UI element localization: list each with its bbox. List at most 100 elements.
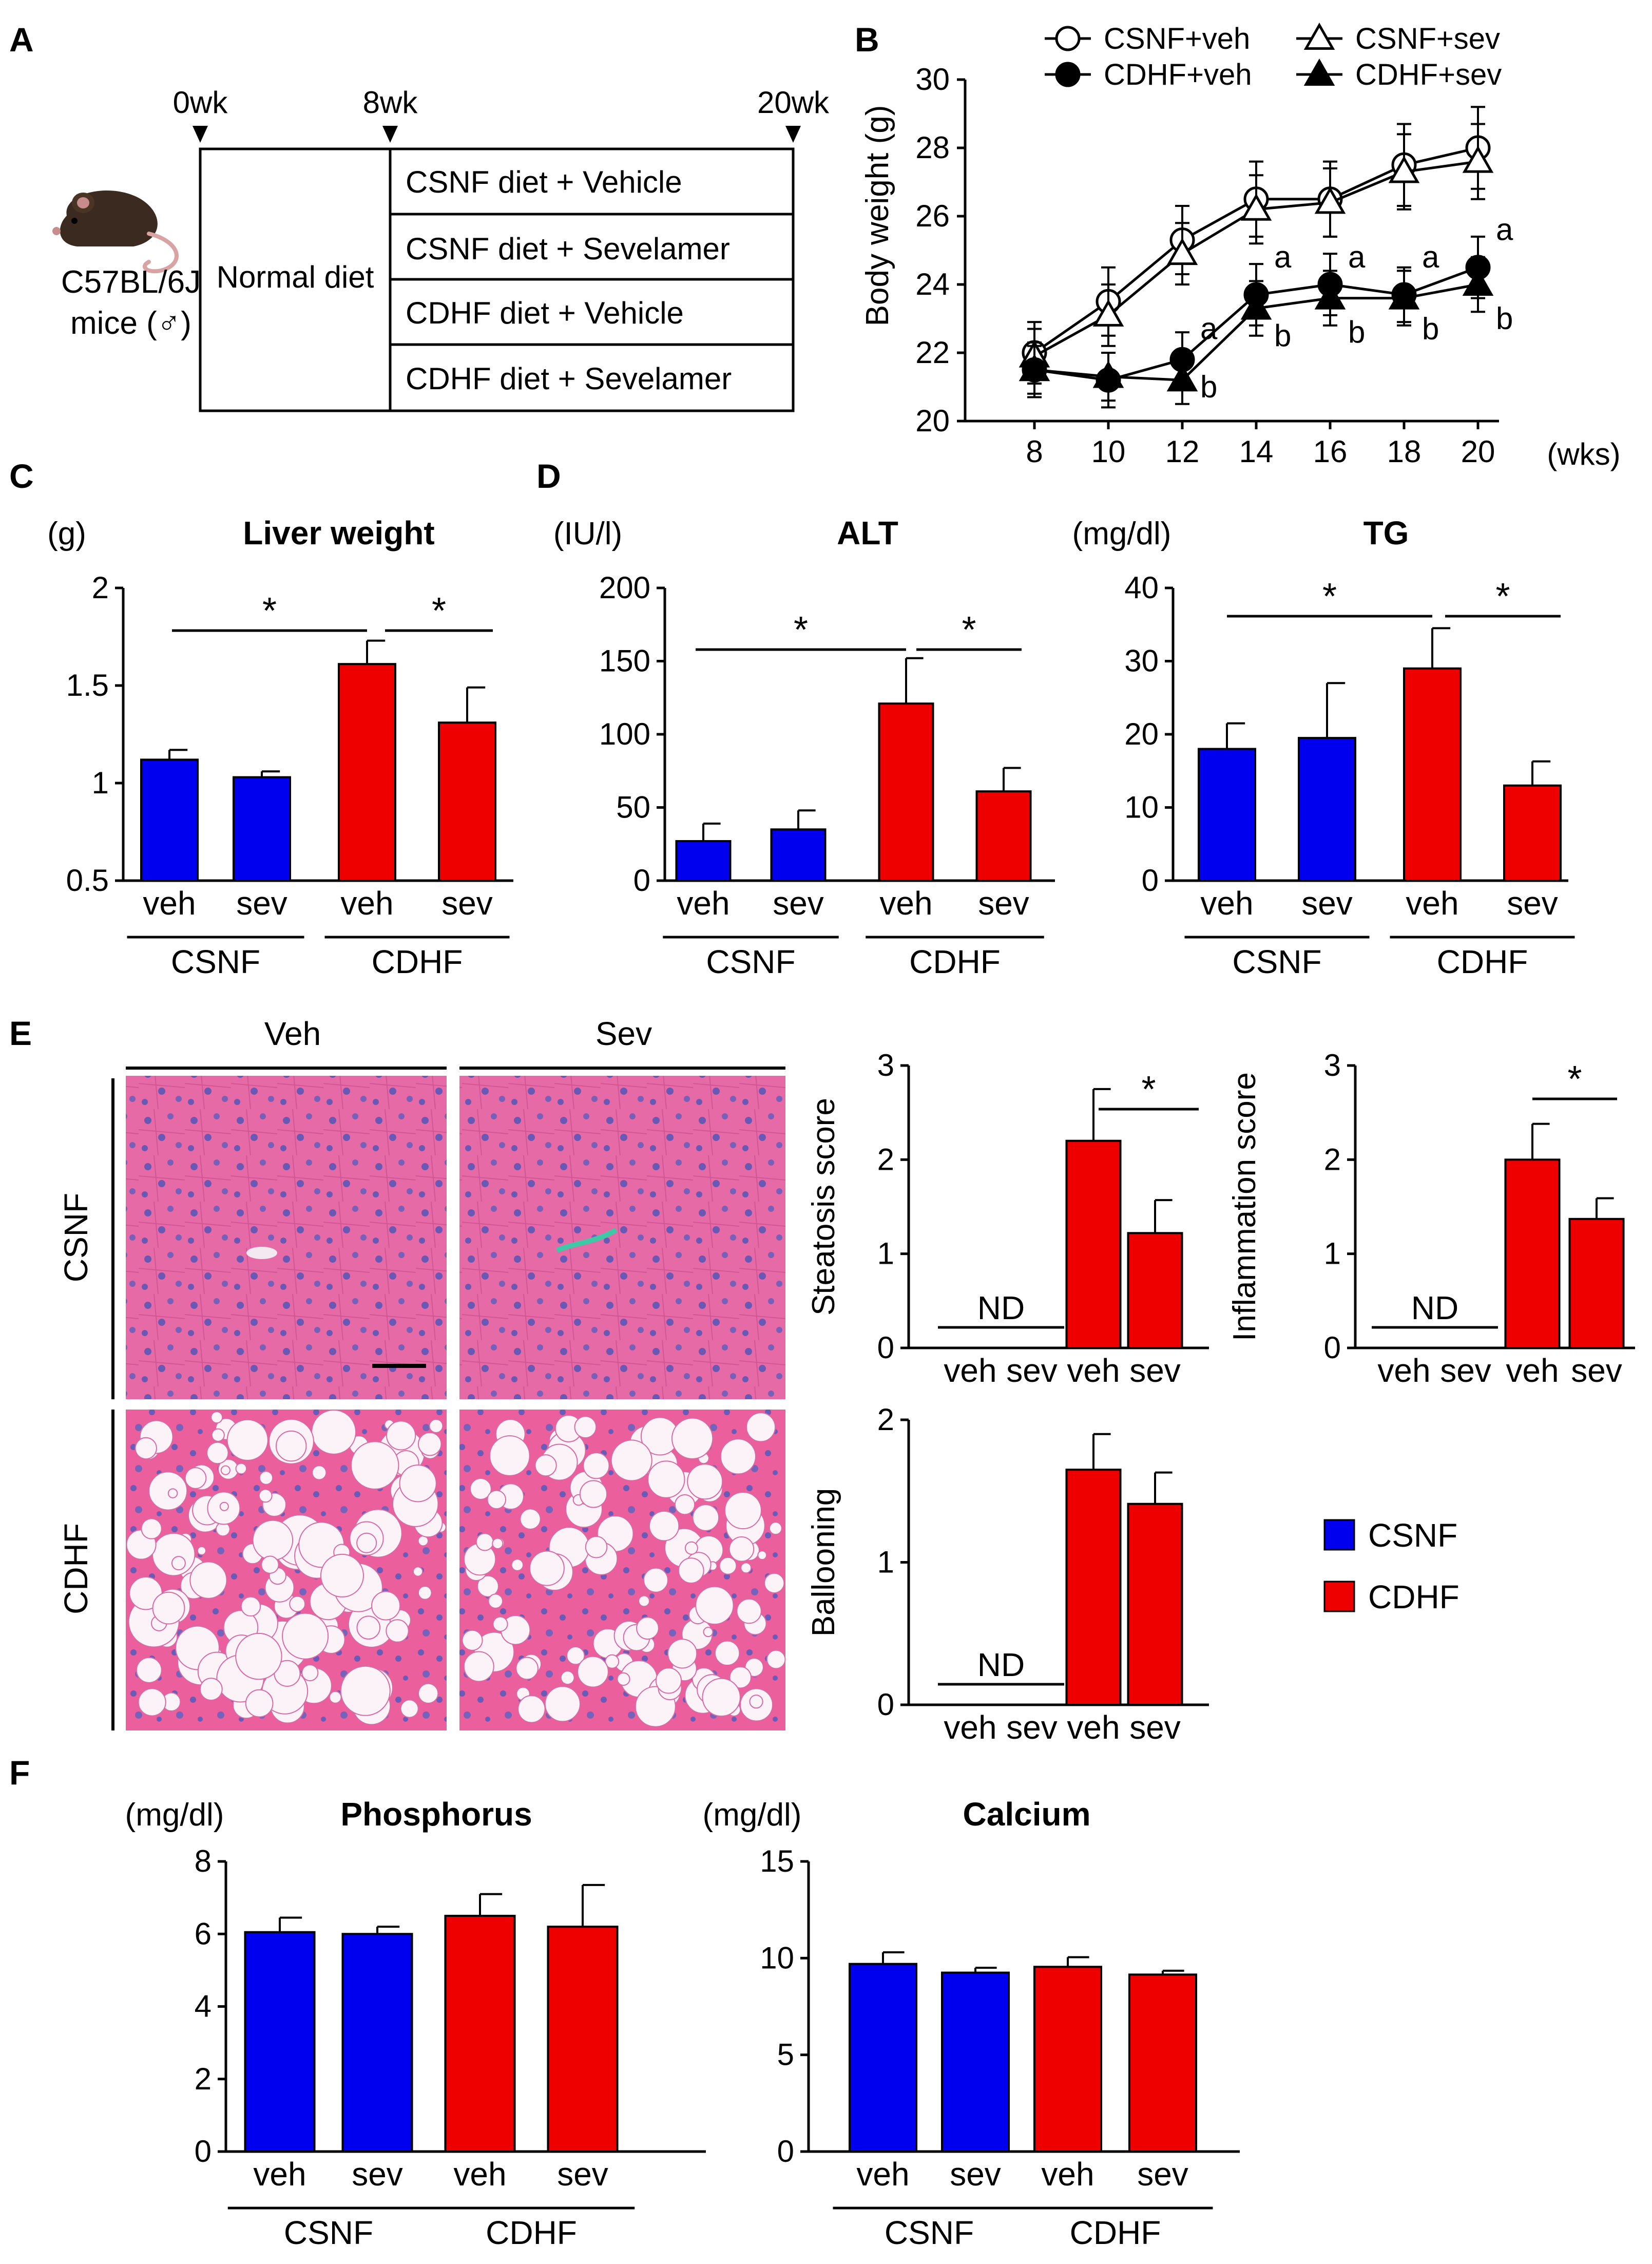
vacuole — [356, 1532, 377, 1553]
chartd1-ytick-label-3: 150 — [599, 644, 650, 678]
vacuole — [605, 1654, 620, 1669]
vacuole — [476, 1575, 499, 1597]
chartf1-bar-1 — [341, 1933, 413, 2153]
charte1-bar-2 — [1065, 1139, 1122, 1349]
vacuole — [189, 1561, 227, 1599]
vacuole — [386, 1619, 409, 1643]
vacuole — [749, 1695, 763, 1709]
chartd2-cat-label-0: veh — [1200, 885, 1253, 922]
vacuole — [199, 1678, 223, 1701]
charte2-cat-label-1: sev — [1440, 1352, 1491, 1389]
panel-c-liver-weight-chart: 0.5 1 1.5 2 veh sev veh sev CSNF CDHF Liver weight… — [47, 515, 513, 980]
vacuole — [566, 1646, 585, 1665]
vacuole — [692, 1504, 720, 1531]
chartf2-ytick-label-0: 0 — [777, 2134, 794, 2168]
charte1-cat-label-2: veh — [1067, 1352, 1120, 1389]
chartf2-bar-3 — [1128, 1973, 1197, 2153]
vacuole — [729, 1666, 752, 1689]
panel-label-e: E — [9, 1014, 32, 1052]
chartd1-cat-label-2: veh — [879, 885, 932, 922]
chartd1-cat-label-1: sev — [773, 885, 824, 922]
charte2-ytick-label-2: 2 — [1324, 1142, 1341, 1176]
arm-cdhf-vehicle: CDHF diet + Vehicle — [406, 296, 684, 330]
charte1-ytick-label-1: 1 — [877, 1236, 894, 1271]
arm-csnf-vehicle: CSNF diet + Vehicle — [406, 165, 682, 199]
chartc-cat-label-1: sev — [236, 885, 287, 922]
vacuole — [728, 1536, 755, 1562]
vacuole — [399, 1464, 437, 1502]
chartc-ytick-label-3: 2 — [92, 570, 109, 605]
b-sig-b-2: b — [1348, 315, 1365, 349]
vacuole — [412, 1566, 424, 1577]
chartd1-ytick-label-1: 50 — [616, 790, 650, 825]
vacuole — [400, 1699, 419, 1718]
b-xunit: (wks) — [1547, 437, 1620, 471]
vacuole — [282, 1612, 329, 1660]
vacuole — [245, 1689, 274, 1718]
vacuole — [702, 1678, 741, 1717]
b-point-s3-6 — [1462, 268, 1494, 296]
charte1-ytick-label-0: 0 — [877, 1330, 894, 1365]
chartf1-ytick-label-2: 4 — [195, 1989, 212, 2024]
charte3-nd-label: ND — [977, 1646, 1025, 1683]
chartf2-ytick-label-2: 10 — [760, 1940, 794, 1975]
chartc-cat-label-3: sev — [441, 885, 493, 922]
vacuole — [647, 1460, 685, 1498]
vacuole — [714, 1640, 740, 1666]
vacuole — [371, 1591, 401, 1621]
b-point-s1-4 — [1314, 186, 1346, 214]
charte3-ytick-label-2: 2 — [877, 1402, 894, 1437]
vacuole — [648, 1510, 680, 1542]
chartc-bar-3 — [438, 721, 496, 882]
b-point-s1-2 — [1166, 238, 1198, 265]
chartd1-ytick-label-2: 100 — [599, 717, 650, 751]
chartc-bar-2 — [338, 663, 396, 882]
chartf2-cat-label-0: veh — [856, 2156, 909, 2193]
chartc-unit: (g) — [47, 516, 86, 551]
chartd2-sig-star-0: * — [1322, 576, 1337, 617]
chartf2-group-label-0: CSNF — [885, 2214, 974, 2251]
legend-label-csnf: CSNF — [1368, 1517, 1457, 1554]
b-xtick-label-4: 16 — [1313, 434, 1348, 469]
b-sig-b-1: b — [1274, 318, 1291, 353]
chartd2-ytick-label-2: 20 — [1124, 717, 1159, 751]
charte2-ytick-label-0: 0 — [1324, 1330, 1341, 1365]
panel-d-tg-chart: 0 10 20 30 40 veh sev veh sev CSNF CDHF TG (mg/dl) * * — [1072, 515, 1575, 980]
vacuole — [235, 1462, 247, 1475]
vacuole — [655, 1667, 682, 1694]
charte2-nd-label: ND — [1411, 1289, 1458, 1326]
b-sig-a-0: a — [1200, 311, 1218, 346]
b-sig-a-3: a — [1422, 240, 1439, 274]
vacuole — [674, 1494, 696, 1515]
charte1-cat-label-0: veh — [944, 1352, 996, 1389]
b-ytick-label-1: 22 — [915, 335, 950, 370]
chartc-ytick-label-2: 1.5 — [66, 668, 109, 702]
vacuole — [577, 1656, 609, 1688]
histology-row-cdhf: CDHF — [57, 1523, 94, 1614]
b-sig-b-4: b — [1496, 301, 1513, 336]
b-ytick-label-4: 28 — [915, 130, 950, 165]
chartf1-unit: (mg/dl) — [125, 1797, 224, 1833]
vacuole — [167, 1488, 178, 1498]
charte1-sig-star-0: * — [1141, 1069, 1156, 1110]
b-point-s3-2 — [1166, 364, 1198, 392]
b-xtick-label-1: 10 — [1091, 434, 1126, 469]
chartf1-cat-label-3: sev — [557, 2156, 608, 2193]
panel-f-calcium-chart: 0 5 10 15 veh sev veh sev CSNF CDHF Calcium (mg/dl) — [703, 1796, 1240, 2251]
vacuole — [138, 1688, 166, 1717]
panel-b-body-weight-chart: B Body weight (g) (wks) 20 22 24 26 28 30 8 10 1… — [855, 21, 1621, 471]
panel-label-a: A — [9, 21, 34, 59]
charte1-cat-label-1: sev — [1006, 1352, 1058, 1389]
chartf1-bar-0 — [244, 1931, 316, 2153]
time-mark-20wk: 20wk — [757, 85, 830, 120]
b-legend-label-1: CSNF+sev — [1355, 22, 1500, 55]
mouse-sex-label: mice (♂) — [70, 306, 191, 341]
chartd2-sig-star-1: * — [1495, 576, 1510, 617]
vacuole — [583, 1452, 610, 1479]
b-xtick-label-6: 20 — [1461, 434, 1495, 469]
charte3-ylabel: Ballooning — [806, 1488, 841, 1637]
vacuole — [261, 1555, 279, 1574]
vacuole — [487, 1490, 507, 1510]
